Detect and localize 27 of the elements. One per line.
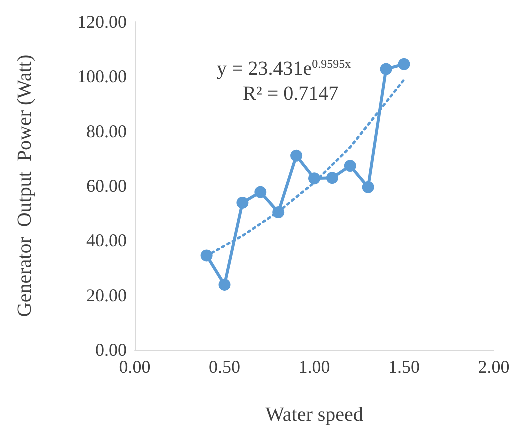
point bbox=[380, 63, 392, 76]
annotation: R² = 0.7147 bbox=[243, 83, 339, 105]
point bbox=[254, 186, 267, 198]
y-tick-label: 120.00 bbox=[78, 12, 127, 32]
point bbox=[290, 150, 303, 162]
y-tick-label: 60.00 bbox=[86, 176, 127, 196]
point bbox=[200, 250, 213, 262]
point bbox=[236, 196, 249, 209]
point bbox=[362, 181, 374, 194]
x-axis-title: Water speed bbox=[266, 404, 364, 426]
x-tick-label: 0.50 bbox=[209, 357, 240, 377]
x-tick-label: 1.00 bbox=[298, 357, 330, 377]
y-tick-label: 20.00 bbox=[86, 285, 127, 306]
y-tick-label: 100.00 bbox=[78, 66, 127, 87]
point bbox=[326, 172, 338, 184]
x-tick-label: 0.00 bbox=[119, 357, 151, 377]
x-tick-label: 2.00 bbox=[478, 357, 510, 377]
y-tick-label: 40.00 bbox=[86, 230, 127, 251]
point bbox=[218, 278, 231, 291]
point bbox=[344, 160, 356, 172]
y-tick-label: 80.00 bbox=[86, 121, 127, 142]
point bbox=[308, 172, 320, 185]
point bbox=[398, 58, 410, 70]
point bbox=[272, 206, 285, 219]
x-tick-label: 1.50 bbox=[388, 357, 420, 377]
y-tick-label: 0.00 bbox=[96, 340, 127, 360]
y-axis-title: Generator Output Power (Watt) bbox=[14, 54, 36, 318]
